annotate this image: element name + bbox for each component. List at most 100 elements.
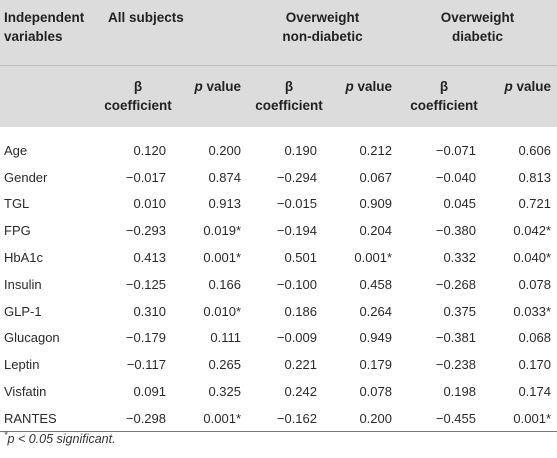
spacer <box>0 127 557 137</box>
p-value-cell: 0.458 <box>359 276 392 292</box>
beta-coefficient-cell: 0.242 <box>284 384 317 400</box>
variable-name-cell: HbA1c <box>4 250 44 266</box>
beta-word: coefficient <box>104 98 172 113</box>
header-line: Overweight <box>440 10 515 25</box>
p-value-cell: 0.909 <box>359 196 392 212</box>
p-value-cell: 0.212 <box>359 142 392 158</box>
header-line: diabetic <box>451 29 503 44</box>
p-value-cell: 0.001* <box>490 404 557 433</box>
p-value-cell: 0.606 <box>518 142 551 158</box>
p-value-header: p value <box>180 65 247 127</box>
subheader-empty <box>0 65 96 127</box>
table-row: TGL 0.010 0.913 −0.015 0.909 0.045 0.721 <box>0 191 557 218</box>
beta-coefficient-cell: −0.179 <box>125 330 166 346</box>
p-value-cell: 0.042* <box>513 223 551 239</box>
p-value-cell: 0.040* <box>513 250 551 266</box>
table-row: Age 0.120 0.200 0.190 0.212 −0.071 0.606 <box>0 137 557 164</box>
footnote-marker: * <box>4 429 8 440</box>
p-value-cell: 0.200 <box>331 404 398 433</box>
p-value-cell: 0.078 <box>359 384 392 400</box>
beta-symbol: β <box>284 79 294 94</box>
beta-coefficient-cell: −0.009 <box>276 330 317 346</box>
header-line: Independent <box>4 10 85 25</box>
table-row: RANTES −0.298 0.001* −0.162 0.200 −0.455 0.001… <box>0 404 557 433</box>
header-line: Overweight <box>285 10 360 25</box>
footnote: *p < 0.05 significant. <box>4 429 116 446</box>
beta-coefficient-cell: −0.455 <box>398 404 490 433</box>
p-value-cell: 0.067 <box>359 169 392 185</box>
p-symbol: p <box>504 79 513 94</box>
beta-coefficient-cell: −0.294 <box>276 169 317 185</box>
header-line: All subjects <box>108 10 184 25</box>
p-value-cell: 0.200 <box>208 142 241 158</box>
table-row: GLP-1 0.310 0.010* 0.186 0.264 0.375 0.033* <box>0 298 557 325</box>
p-value-cell: 0.001* <box>203 250 241 266</box>
p-value-cell: 0.001* <box>354 250 392 266</box>
beta-coefficient-cell: 0.221 <box>284 357 317 373</box>
variable-name-cell: Leptin <box>4 357 40 373</box>
p-value-cell: 0.204 <box>359 223 392 239</box>
group-header-all-subjects: All subjects <box>96 0 247 66</box>
table-row: Leptin −0.117 0.265 0.221 0.179 −0.238 0.170 <box>0 351 557 378</box>
table-header: Independent variables All subjects Overw… <box>0 0 557 127</box>
beta-word: coefficient <box>255 98 323 113</box>
beta-symbol: β <box>439 79 449 94</box>
beta-coefficient-cell: 0.198 <box>443 384 476 400</box>
beta-coefficient-cell: −0.194 <box>276 223 317 239</box>
regression-table: Independent variables All subjects Overw… <box>0 0 557 433</box>
table-row: HbA1c 0.413 0.001* 0.501 0.001* 0.332 0.040* <box>0 244 557 271</box>
beta-coefficient-cell: 0.332 <box>443 250 476 266</box>
beta-coefficient-cell: 0.010 <box>133 196 166 212</box>
p-word: value <box>353 79 392 94</box>
p-symbol: p <box>345 79 354 94</box>
beta-coefficient-cell: −0.071 <box>435 142 476 158</box>
beta-coefficient-cell: 0.413 <box>133 250 166 266</box>
table-body: Age 0.120 0.200 0.190 0.212 −0.071 0.606 Gender… <box>0 137 557 433</box>
beta-coefficient-cell: −0.015 <box>276 196 317 212</box>
p-value-cell: 0.325 <box>208 384 241 400</box>
variable-name-cell: RANTES <box>0 404 96 433</box>
p-value-cell: 0.033* <box>513 303 551 319</box>
beta-coefficient-cell: −0.238 <box>435 357 476 373</box>
p-value-cell: 0.874 <box>208 169 241 185</box>
beta-symbol: β <box>133 79 143 94</box>
variable-name-cell: GLP-1 <box>4 303 42 319</box>
group-header-overweight-diabetic: Overweight diabetic <box>398 0 557 66</box>
p-value-cell: 0.264 <box>359 303 392 319</box>
variable-name-cell: TGL <box>4 196 30 212</box>
subheader-row: β coefficient p value β coefficient p valu… <box>0 65 557 127</box>
beta-word: coefficient <box>410 98 478 113</box>
beta-coefficient-cell: −0.100 <box>276 276 317 292</box>
p-value-cell: 0.174 <box>518 384 551 400</box>
p-word: value <box>202 79 241 94</box>
beta-coefficient-cell: −0.293 <box>125 223 166 239</box>
beta-coefficient-cell: −0.298 <box>96 404 180 433</box>
header-line: variables <box>4 29 63 44</box>
p-value-cell: 0.265 <box>208 357 241 373</box>
p-symbol: p <box>194 79 203 94</box>
beta-coefficient-cell: −0.380 <box>435 223 476 239</box>
p-value-cell: 0.913 <box>208 196 241 212</box>
beta-coefficient-cell: 0.310 <box>133 303 166 319</box>
footnote-text: p < 0.05 significant. <box>7 432 116 446</box>
beta-coefficient-cell: 0.190 <box>284 142 317 158</box>
beta-coefficient-cell: −0.040 <box>435 169 476 185</box>
variable-name-cell: Glucagon <box>4 330 60 346</box>
variable-name-cell: FPG <box>4 223 31 239</box>
p-value-header: p value <box>331 65 398 127</box>
p-value-cell: 0.179 <box>359 357 392 373</box>
p-value-cell: 0.813 <box>518 169 551 185</box>
beta-coefficient-cell: 0.045 <box>443 196 476 212</box>
p-value-cell: 0.949 <box>359 330 392 346</box>
beta-header: β coefficient <box>96 65 180 127</box>
beta-coefficient-cell: −0.017 <box>125 169 166 185</box>
independent-variables-header: Independent variables <box>0 0 96 66</box>
table-row: Gender −0.017 0.874 −0.294 0.067 −0.040 0.813 <box>0 164 557 191</box>
variable-name-cell: Gender <box>4 169 48 185</box>
p-value-cell: 0.166 <box>208 276 241 292</box>
spacer-cell <box>0 127 557 137</box>
table-row: Visfatin 0.091 0.325 0.242 0.078 0.198 0.174 <box>0 378 557 405</box>
p-value-cell: 0.721 <box>518 196 551 212</box>
beta-coefficient-cell: 0.120 <box>133 142 166 158</box>
